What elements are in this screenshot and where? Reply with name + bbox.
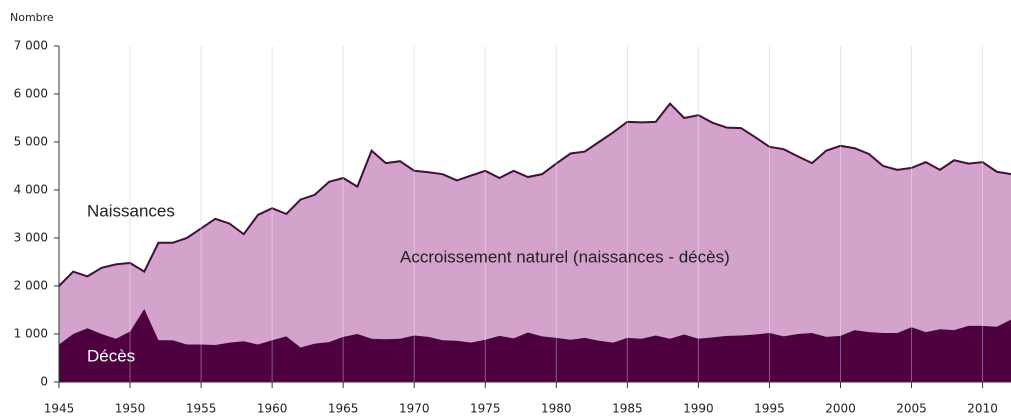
x-tick-label: 1975 [470,402,501,416]
y-tick-label: 5 000 [14,135,48,149]
x-tick-label: 1945 [44,402,75,416]
x-tick-label: 1955 [186,402,217,416]
x-tick-label: 1995 [754,402,785,416]
series-label: Décès [87,346,135,365]
y-tick-label: 7 000 [14,39,48,53]
x-tick-label: 1990 [683,402,714,416]
y-tick-label: 6 000 [14,87,48,101]
x-tick-label: 1980 [541,402,572,416]
x-tick-label: 2010 [967,402,998,416]
x-tick-label: 2000 [825,402,856,416]
x-tick-label: 1970 [399,402,430,416]
x-tick-label: 2005 [896,402,927,416]
x-tick-label: 1965 [328,402,359,416]
y-tick-label: 3 000 [14,231,48,245]
births-area [59,103,1011,382]
x-tick-label: 1985 [612,402,643,416]
y-tick-label: 1 000 [14,327,48,341]
y-tick-label: 4 000 [14,183,48,197]
y-tick-label: 0 [40,375,48,389]
births-line [58,102,1011,287]
annotation: Accroissement naturel (naissances - décè… [400,247,730,266]
y-tick-label: 2 000 [14,279,48,293]
x-tick-label: 1960 [257,402,288,416]
x-tick-label: 1950 [115,402,146,416]
y-axis-title: Nombre [10,11,54,24]
deaths-area [59,309,1011,382]
series-label: Naissances [87,201,175,220]
